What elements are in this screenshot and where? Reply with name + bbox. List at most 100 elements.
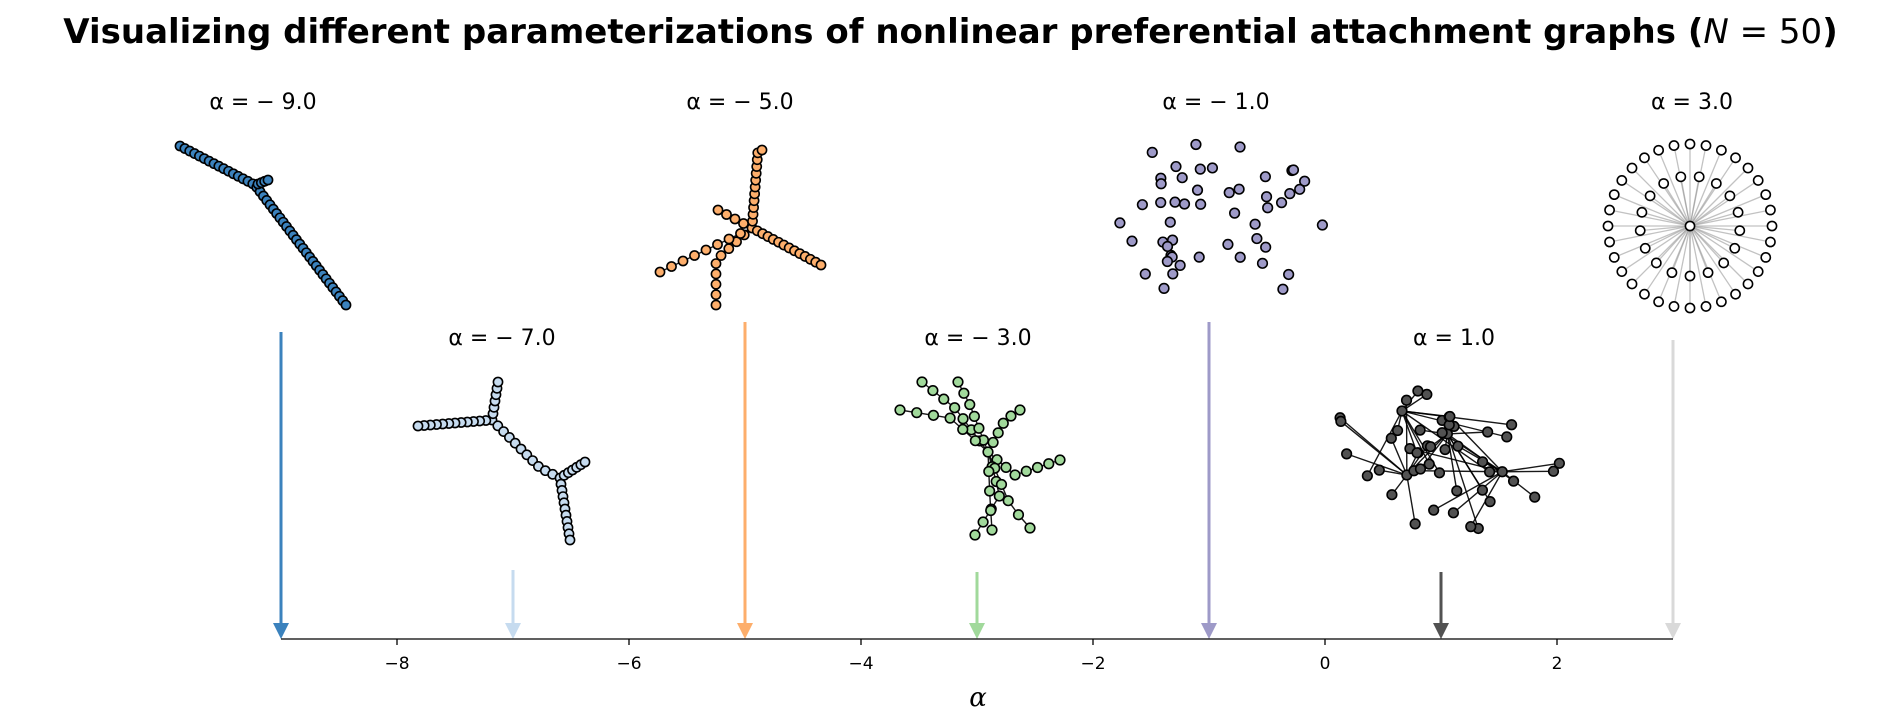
graph-node bbox=[1666, 267, 1678, 279]
graph-node bbox=[1391, 424, 1404, 437]
graph-node bbox=[1234, 141, 1246, 153]
graph-edge bbox=[1390, 437, 1408, 476]
graph-node bbox=[957, 413, 969, 425]
graph-node bbox=[1155, 178, 1167, 190]
graph-labels: α = − 9.0 α = − 7.0 α = − 5.0 α = − 3.0 α = … bbox=[209, 90, 1733, 351]
graph-node bbox=[1452, 440, 1464, 452]
graph-node bbox=[992, 427, 1004, 439]
graph-edge bbox=[1689, 225, 1736, 249]
graph-edge bbox=[1649, 195, 1691, 227]
graph-node bbox=[1684, 302, 1696, 314]
graph-node bbox=[1400, 394, 1413, 406]
graph-node bbox=[1604, 236, 1615, 248]
alpha-arrow-head bbox=[1665, 623, 1681, 639]
graph-node bbox=[995, 478, 1008, 491]
graph-node bbox=[1161, 240, 1174, 253]
graph-edge bbox=[1689, 211, 1739, 227]
graph-node bbox=[1012, 509, 1025, 521]
graph-node bbox=[1484, 496, 1496, 508]
alpha-arrows bbox=[273, 322, 1681, 639]
graph-node bbox=[1760, 251, 1772, 263]
graph-edge bbox=[1446, 433, 1458, 491]
graph-node bbox=[1190, 138, 1202, 151]
graph-edge bbox=[1689, 167, 1749, 227]
graph-edge bbox=[1689, 195, 1731, 227]
graph-node bbox=[958, 387, 970, 399]
graph-node bbox=[1024, 522, 1036, 534]
graph-node bbox=[938, 393, 950, 405]
graph-node bbox=[1193, 251, 1205, 263]
x-tick-label: 0 bbox=[1320, 654, 1331, 674]
graph-node bbox=[1439, 443, 1451, 456]
graph-node bbox=[1234, 251, 1246, 263]
graph-node bbox=[1636, 206, 1648, 218]
graph-edge bbox=[1643, 225, 1691, 295]
x-tick-label: −4 bbox=[848, 654, 873, 674]
graph-edge bbox=[1502, 462, 1560, 473]
graph-node bbox=[1710, 178, 1722, 189]
graph-node bbox=[710, 268, 722, 280]
graph-edge bbox=[1433, 471, 1503, 511]
graph-node bbox=[927, 384, 939, 397]
graph-node bbox=[952, 376, 964, 388]
graph-edge bbox=[1689, 176, 1700, 227]
graph-node bbox=[1675, 171, 1687, 183]
graph-edge bbox=[1673, 225, 1691, 307]
graph-node bbox=[1742, 278, 1754, 290]
graph-node bbox=[815, 259, 827, 271]
graph-node bbox=[1644, 190, 1656, 202]
graph-node bbox=[1262, 202, 1274, 214]
graph-node bbox=[712, 204, 724, 216]
graph-node bbox=[1229, 207, 1241, 219]
graph-edge bbox=[1609, 209, 1691, 227]
graph-node bbox=[1765, 204, 1776, 216]
graph-node bbox=[1178, 198, 1191, 210]
graph-edge bbox=[1689, 183, 1717, 227]
alpha-arrow-head bbox=[273, 623, 289, 639]
graph-node bbox=[1730, 152, 1741, 164]
graph-node bbox=[1031, 461, 1044, 474]
graph-node bbox=[710, 289, 722, 301]
graph-node bbox=[729, 213, 741, 225]
graph-node bbox=[1316, 219, 1328, 231]
graph-node bbox=[916, 376, 928, 388]
graph-edge bbox=[1631, 167, 1691, 227]
graph-node bbox=[1335, 415, 1347, 427]
graph-node bbox=[1501, 431, 1513, 443]
graph-edge bbox=[1621, 225, 1691, 273]
graph-node bbox=[1729, 242, 1741, 254]
graph-edge bbox=[1366, 410, 1403, 477]
graph-node bbox=[1373, 464, 1385, 476]
graph-node bbox=[1287, 164, 1300, 176]
graph-node bbox=[1161, 255, 1173, 268]
graph-node bbox=[735, 228, 746, 239]
graph-node bbox=[1294, 183, 1306, 195]
graph-node bbox=[677, 255, 689, 267]
graph-node bbox=[723, 243, 735, 255]
graph-node bbox=[1249, 218, 1261, 230]
graph-node bbox=[987, 436, 999, 449]
graph-node bbox=[911, 407, 923, 419]
graph-node bbox=[1054, 454, 1066, 466]
graph-edge bbox=[1340, 420, 1408, 476]
graph-node bbox=[1009, 469, 1021, 481]
graph-node bbox=[1650, 257, 1662, 269]
graph-node bbox=[1206, 162, 1219, 174]
graph-node bbox=[993, 490, 1005, 502]
graph-edge bbox=[1641, 211, 1691, 227]
graph-edge bbox=[1689, 225, 1759, 273]
graph-node bbox=[1507, 475, 1520, 487]
graph-node bbox=[1684, 220, 1696, 232]
graph-node bbox=[1341, 448, 1353, 460]
graph-edge bbox=[1609, 225, 1691, 243]
graph-node bbox=[1602, 220, 1614, 232]
graph-node bbox=[1299, 175, 1311, 187]
graph-edge bbox=[1644, 225, 1691, 249]
graph-edge bbox=[1689, 209, 1771, 227]
graph-node bbox=[1742, 162, 1754, 174]
graph-node bbox=[1283, 268, 1295, 281]
x-tick-label: 2 bbox=[1552, 654, 1563, 674]
graph-node bbox=[944, 412, 956, 424]
graph-edge bbox=[1446, 433, 1479, 529]
graph-node bbox=[1639, 242, 1651, 254]
